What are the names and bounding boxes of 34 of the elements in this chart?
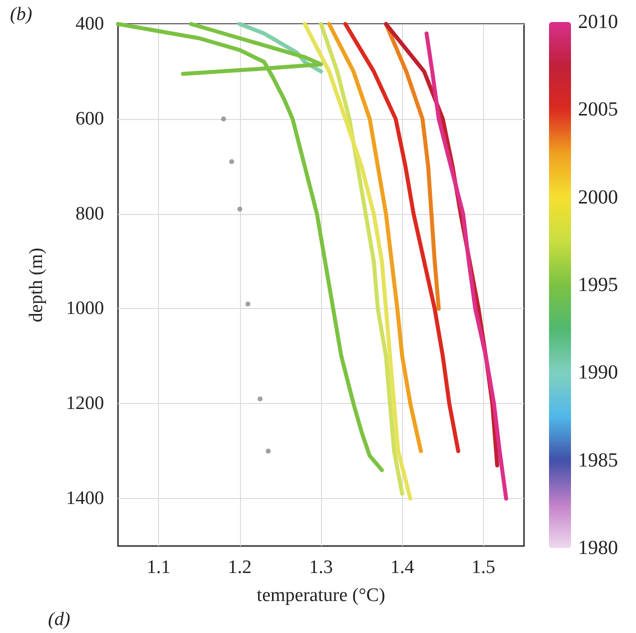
point <box>221 116 226 122</box>
y-tick-label: 600 <box>76 108 104 130</box>
point <box>245 301 250 306</box>
x-tick-label: 1.3 <box>309 557 333 578</box>
x-tick-label: 1.2 <box>228 557 252 578</box>
y-tick-label: 1200 <box>66 393 104 414</box>
point <box>258 396 263 402</box>
x-tick-label: 1.5 <box>472 557 496 578</box>
point <box>229 159 234 164</box>
color-bar-label: 1985 <box>578 449 618 472</box>
line-series <box>327 22 423 454</box>
y-tick-label: 1000 <box>66 298 104 320</box>
color-bar-label: 2000 <box>578 186 618 208</box>
line-series <box>424 31 508 501</box>
line-series <box>116 22 384 472</box>
point <box>237 206 242 212</box>
line-series <box>319 22 404 496</box>
line-series <box>343 22 460 454</box>
color-bar-label: 1995 <box>578 274 618 296</box>
x-tick-label: 1.4 <box>390 557 415 578</box>
x-axis-title: temperature (°C) <box>256 585 386 606</box>
color-bar-label: 2005 <box>578 98 618 121</box>
x-tick-label: 1.1 <box>146 557 170 578</box>
color-bar-label: 1980 <box>578 537 618 559</box>
line-series <box>302 22 412 501</box>
color-bar-label: 2010 <box>578 11 618 33</box>
text: (d) <box>48 609 70 630</box>
y-tick-label: 800 <box>76 203 104 224</box>
y-axis-title: depth (m) <box>26 248 47 322</box>
point <box>266 448 271 454</box>
text: (b) <box>10 4 32 25</box>
y-tick-label: 1400 <box>66 488 104 510</box>
color-bar-label: 1990 <box>578 362 618 384</box>
y-tick-label: 400 <box>76 14 104 34</box>
